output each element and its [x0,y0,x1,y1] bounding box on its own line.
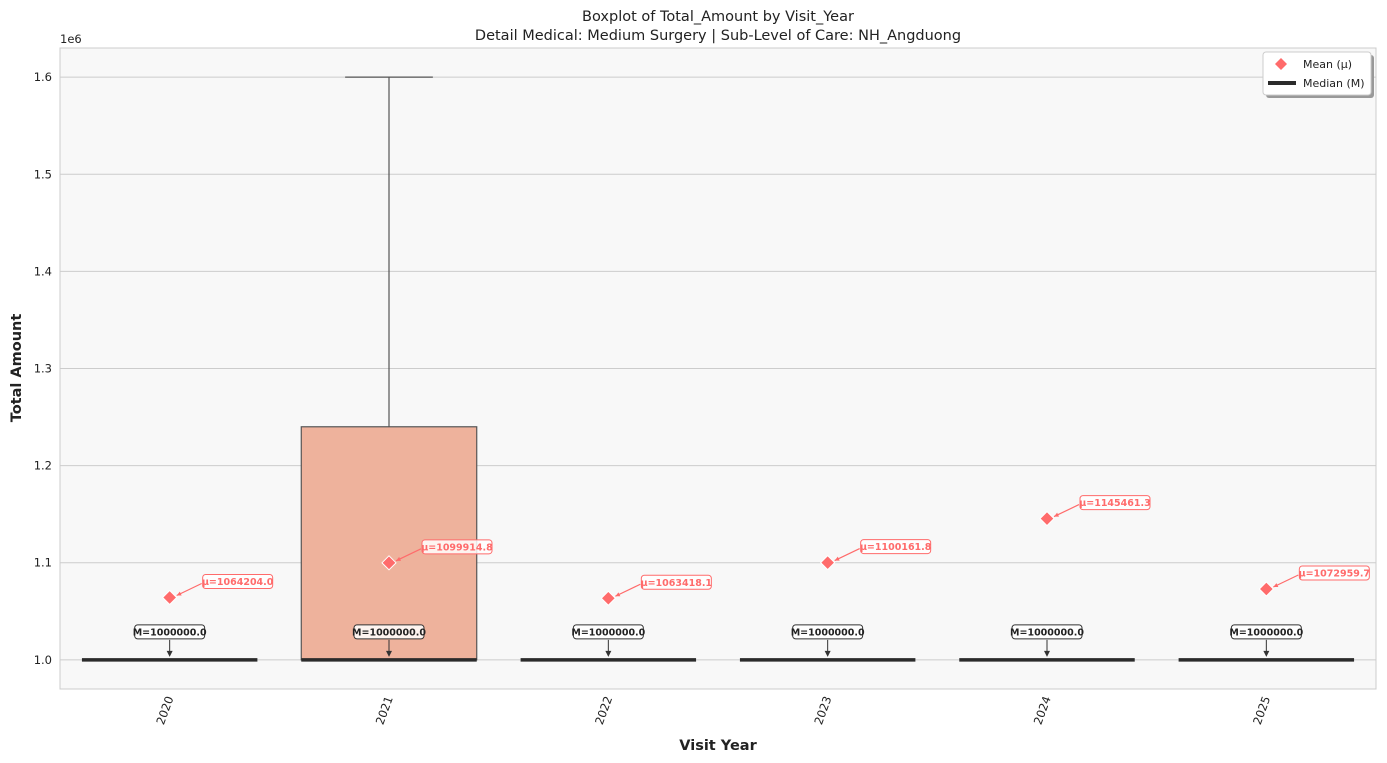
mean-arrow [834,548,860,562]
x-axis-ticks: 2020 2021 2022 2023 2024 2025 [153,694,1273,726]
y-tick-label: 1.4 [34,264,52,278]
mean-annotation: μ=1100161.8 [834,539,932,562]
mean-arrow-head [1273,583,1279,588]
median-annotation: M=1000000.0 [133,624,207,657]
y-tick-label: 1.5 [34,167,52,181]
median-arrow-head [166,650,173,657]
median-label: M=1000000.0 [1010,627,1084,638]
mean-label: μ=1072959.7 [1299,569,1370,580]
median-label: M=1000000.0 [791,627,865,638]
median-annotation: M=1000000.0 [1229,624,1304,657]
mean-marker [1039,510,1055,527]
y-tick-label: 1.2 [34,459,52,473]
mean-label: μ=1064204.0 [202,577,274,588]
mean-arrow-head [834,556,840,561]
median-annotation: M=1000000.0 [1010,624,1084,657]
mean-annotation: μ=1063418.1 [615,574,712,597]
median-label-box [572,624,644,640]
mean-marker [600,590,617,606]
annotations: M=1000000.0 μ=1064204.0 M=1000000.0 μ=10999… [133,495,1370,657]
median-label-box [1011,624,1083,640]
mean-arrow-head [176,591,182,596]
median-annotation: M=1000000.0 [791,624,865,657]
box-2022 [520,590,697,662]
mean-label-box [202,574,274,590]
mean-annotation: μ=1145461.3 [1053,495,1151,518]
median-label-box [1230,624,1302,640]
median-label-box [353,624,425,640]
box-2023 [739,554,916,662]
median-label-box [792,624,864,640]
median-annotation: M=1000000.0 [571,624,646,657]
mean-label: μ=1145461.3 [1079,498,1150,509]
mean-arrow-head [615,592,621,597]
y-tick-label: 1.0 [34,653,52,667]
mean-label-box [1079,495,1151,511]
mean-label-box [640,574,712,590]
y-axis-label: Total Amount [9,314,25,423]
chart-title: Boxplot of Total_Amount by Visit_Year [582,9,854,25]
y-offset-text: 1e6 [60,32,82,46]
median-label: M=1000000.0 [571,627,645,638]
y-tick-label: 1.6 [34,70,52,84]
mean-label: μ=1100161.8 [860,542,932,553]
y-axis-ticks: 1.0 1.1 1.2 1.3 1.4 1.5 1.6 [34,70,52,667]
mean-label: μ=1063418.1 [641,578,712,589]
y-tick-label: 1.1 [34,556,52,570]
x-tick-label: 2023 [811,694,834,726]
median-arrow-head [824,650,831,657]
x-axis-label: Visit Year [679,738,757,754]
x-tick-label: 2021 [373,694,396,726]
mean-marker [819,554,836,571]
median-label: M=1000000.0 [1229,627,1303,638]
mean-arrow [176,582,202,597]
mean-arrow-head [396,556,401,561]
y-tick-label: 1.3 [34,362,52,376]
legend-mean-label: Mean (μ) [1303,58,1352,71]
grid-lines [60,76,1376,661]
x-tick-label: 2022 [592,694,615,726]
mean-annotation: μ=1099914.8 [395,539,493,562]
median-label-box [134,624,206,640]
mean-arrow-head [1054,512,1059,517]
box-2024 [959,510,1135,662]
mean-arrow [1053,504,1080,518]
median-arrow-head [386,650,392,657]
median-label: M=1000000.0 [133,627,207,638]
mean-label-box [421,539,493,555]
mean-arrow [615,583,641,597]
mean-marker [381,555,397,571]
x-tick-label: 2020 [153,694,176,726]
legend-mean-diamond-icon [1275,58,1287,70]
median-arrow-head [1044,650,1050,657]
x-tick-label: 2025 [1250,694,1273,726]
mean-arrow [1273,574,1299,588]
mean-annotation: μ=1064204.0 [176,574,274,597]
mean-arrow [395,548,422,562]
box-2025 [1178,581,1355,662]
mean-label-box [1298,565,1370,581]
mean-marker [1258,581,1275,597]
median-arrow-head [605,650,612,657]
mean-marker [161,589,178,606]
mean-label: μ=1099914.8 [421,542,493,553]
mean-label-box [860,539,932,555]
mean-annotation: μ=1072959.7 [1273,565,1370,588]
median-annotation: M=1000000.0 [352,624,426,657]
median-label: M=1000000.0 [352,627,426,638]
median-arrow-head [1263,650,1270,657]
box-2020 [81,589,258,662]
legend: Mean (μ) Median (M) [1262,51,1374,98]
legend-median-label: Median (M) [1303,77,1365,90]
chart-subtitle: Detail Medical: Medium Surgery | Sub-Lev… [475,28,961,44]
x-tick-label: 2024 [1031,694,1054,726]
